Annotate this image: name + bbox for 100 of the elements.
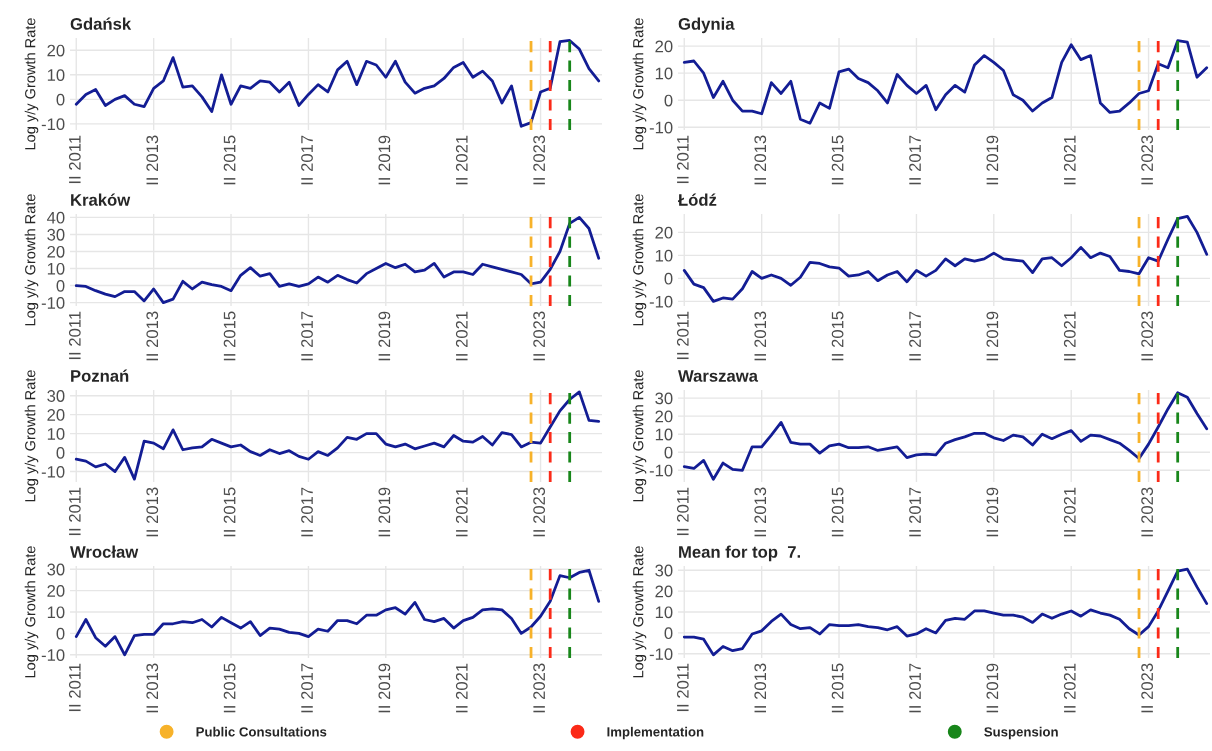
x-tick-label: II 2017 (909, 311, 921, 361)
chart-title: Łódź (678, 193, 717, 206)
x-tick-label: II 2017 (301, 487, 313, 537)
chart-title: Gdańsk (70, 17, 132, 30)
x-tick-label: II 2021 (455, 311, 468, 361)
y-tick-label: 20 (47, 245, 65, 258)
y-tick-label: 20 (655, 410, 673, 423)
x-tick-label: II 2023 (1141, 135, 1154, 185)
y-tick-label: 30 (655, 392, 673, 405)
y-axis-title: Log y/y Growth Rate (24, 546, 39, 678)
y-tick-label: -10 (41, 465, 65, 478)
x-tick-label: II 2011 (68, 663, 81, 712)
x-tick-label: II 2019 (378, 311, 391, 361)
x-tick-label: II 2021 (455, 487, 468, 537)
x-tick-label: II 2017 (301, 135, 313, 185)
x-tick-label: II 2019 (986, 487, 999, 537)
y-tick-label: 30 (47, 228, 65, 241)
line-series (74, 39, 601, 128)
line-series (74, 568, 601, 657)
x-tick-label: II 2019 (986, 311, 999, 361)
y-tick-label: 10 (47, 606, 65, 619)
x-tick-label: II 2023 (533, 135, 546, 185)
y-tick-label: -10 (41, 296, 65, 309)
y-axis-title: Log y/y Growth Rate (24, 194, 39, 326)
x-tick-label: II 2017 (909, 663, 921, 713)
line-series (74, 216, 601, 304)
legend-label: Public Consultations (196, 726, 327, 737)
x-tick-label: II 2019 (378, 487, 391, 537)
x-tick-label: II 2019 (378, 663, 391, 713)
x-tick-label: II 2023 (1141, 487, 1154, 537)
x-tick-label: II 2013 (146, 663, 159, 713)
x-tick-label: II 2011 (676, 311, 689, 360)
x-tick-label: II 2013 (754, 663, 767, 713)
chart-title: Poznań (71, 369, 129, 382)
chart-title: Gdynia (678, 17, 735, 34)
y-axis-title: Log y/y Growth Rate (24, 370, 39, 502)
y-tick-label: 10 (47, 69, 65, 81)
legend-label: Implementation (607, 726, 704, 740)
x-tick-label: II 2013 (754, 311, 767, 361)
x-tick-label: II 2019 (986, 135, 999, 185)
x-tick-label: II 2019 (986, 663, 999, 713)
y-tick-label: 20 (655, 585, 673, 598)
x-tick-label: II 2013 (754, 487, 767, 537)
x-tick-label: II 2017 (909, 487, 921, 537)
x-tick-label: II 2011 (676, 663, 689, 712)
x-tick-label: II 2017 (301, 663, 313, 713)
x-tick-label: II 2015 (223, 311, 236, 361)
x-tick-label: II 2015 (223, 487, 236, 537)
x-tick-label: II 2013 (146, 311, 159, 361)
x-tick-label: II 2015 (223, 663, 236, 713)
y-tick-label: 10 (655, 67, 673, 80)
x-tick-label: II 2011 (676, 487, 689, 536)
x-tick-label: II 2015 (223, 135, 236, 185)
y-tick-label: -10 (649, 464, 673, 477)
line-series (682, 39, 1209, 125)
y-tick-label: 20 (47, 44, 65, 57)
y-axis-title: Log y/y Growth Rate (632, 546, 647, 678)
x-tick-label: II 2023 (533, 487, 546, 537)
y-tick-label: -10 (649, 121, 673, 134)
line-series (682, 567, 1209, 657)
chart-title: Warszawa (678, 370, 759, 382)
y-tick-label: 30 (47, 563, 65, 576)
x-tick-label: II 2011 (68, 487, 81, 536)
x-tick-label: II 2017 (909, 135, 921, 185)
y-axis-title: Log y/y Growth Rate (632, 370, 647, 502)
x-tick-label: II 2017 (301, 311, 313, 361)
x-tick-label: II 2023 (1141, 311, 1154, 361)
x-tick-label: II 2019 (378, 135, 391, 185)
x-tick-label: II 2023 (533, 311, 546, 361)
y-tick-label: 10 (655, 606, 673, 619)
y-tick-label: 0 (664, 94, 673, 107)
x-tick-label: II 2015 (831, 663, 844, 713)
chart-title: Mean for top 7. (679, 545, 801, 562)
chart-title: Kraków (71, 193, 131, 206)
y-tick-label: 10 (47, 262, 65, 275)
chart-title: Wrocław (70, 545, 139, 558)
x-tick-label: II 2011 (676, 135, 689, 184)
y-tick-label: 0 (56, 627, 65, 640)
x-tick-label: II 2011 (68, 135, 81, 184)
y-tick-label: 0 (664, 446, 673, 459)
y-tick-label: -10 (41, 649, 65, 661)
x-tick-label: II 2013 (146, 135, 159, 185)
y-tick-label: 0 (56, 279, 65, 292)
x-tick-label: II 2021 (1063, 487, 1076, 537)
y-tick-label: 10 (655, 249, 673, 262)
y-tick-label: 10 (655, 428, 673, 441)
y-tick-label: 0 (664, 627, 673, 640)
y-tick-label: 20 (47, 585, 65, 597)
x-tick-label: II 2023 (533, 663, 546, 713)
x-tick-label: II 2013 (754, 135, 767, 185)
x-tick-label: II 2021 (455, 663, 468, 713)
y-tick-label: 10 (47, 428, 65, 440)
line-series (682, 391, 1209, 481)
line-series (74, 390, 601, 481)
y-tick-label: 20 (47, 409, 65, 421)
x-tick-label: II 2021 (455, 135, 468, 185)
y-tick-label: 20 (655, 40, 673, 53)
x-tick-label: II 2021 (1063, 135, 1076, 185)
y-tick-label: -10 (41, 118, 65, 131)
x-tick-label: II 2021 (1063, 663, 1076, 713)
